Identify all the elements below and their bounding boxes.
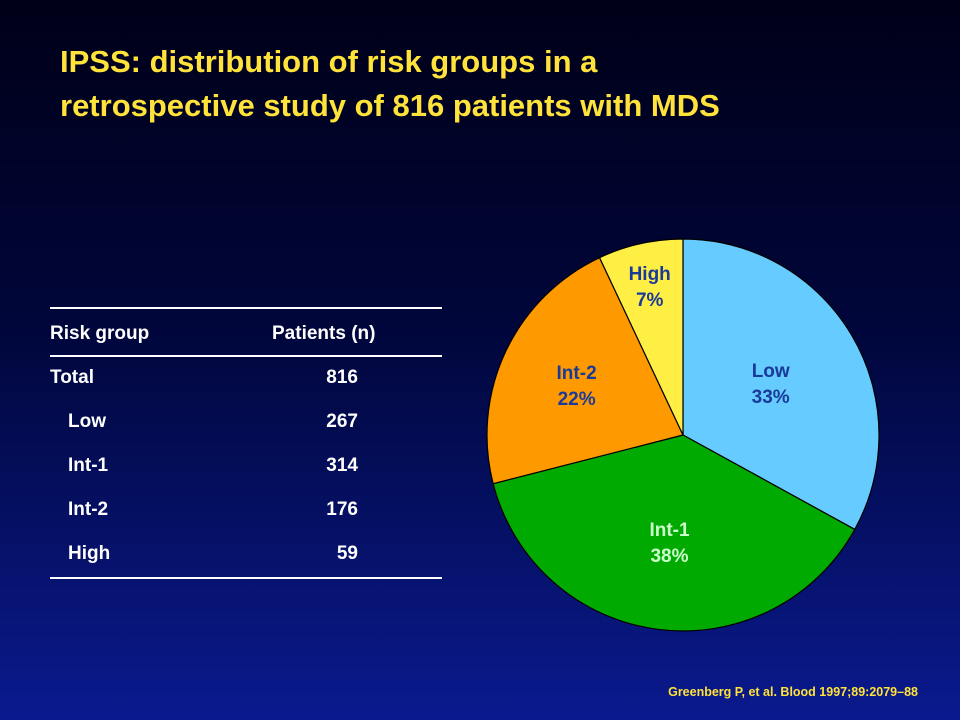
slide-title: IPSS: distribution of risk groups in a r… <box>60 40 920 128</box>
table-header-rule <box>50 355 442 357</box>
slice-label-low: Low <box>752 361 790 382</box>
title-line-2: retrospective study of 816 patients with… <box>60 88 720 123</box>
table-header-row: Risk group Patients (n) <box>50 309 442 355</box>
risk-group-pie-chart: Low 33% Int-1 38% Int-2 22% High 7% <box>486 238 880 632</box>
risk-group-table: Risk group Patients (n) Total 816 Low 26… <box>50 307 442 579</box>
table-row-int2: Int-2 176 <box>50 489 442 533</box>
slice-percent-high: 7% <box>636 290 664 311</box>
slice-percent-low: 33% <box>752 387 790 408</box>
table-bottom-rule <box>50 577 442 579</box>
table-row-high: High 59 <box>50 533 442 577</box>
row-value: 267 <box>326 411 358 432</box>
row-label: Total <box>50 367 94 388</box>
row-value: 816 <box>326 367 358 388</box>
row-label: Int-2 <box>68 499 109 520</box>
title-line-1: IPSS: distribution of risk groups in a <box>60 44 598 79</box>
row-label: Int-1 <box>68 455 109 476</box>
pie-slice-high <box>598 238 684 436</box>
table-row-int1: Int-1 314 <box>50 445 442 489</box>
slice-percent-int-2: 22% <box>558 389 596 410</box>
slice-label-high: High <box>629 264 671 285</box>
row-value: 59 <box>336 543 358 564</box>
pie-slice-int-2 <box>486 256 684 485</box>
pie-slice-low <box>682 238 880 531</box>
slice-percent-int-1: 38% <box>650 546 688 567</box>
row-label: High <box>68 543 111 564</box>
pie-slice-int-1 <box>492 434 856 632</box>
header-patients: Patients (n) <box>272 323 376 344</box>
table-row-low: Low 267 <box>50 401 442 445</box>
row-value: 314 <box>326 455 358 476</box>
table-row-total: Total 816 <box>50 357 442 401</box>
row-value: 176 <box>326 499 358 520</box>
slice-label-int-2: Int-2 <box>557 363 597 384</box>
citation: Greenberg P, et al. Blood 1997;89:2079–8… <box>668 685 918 699</box>
table-top-rule <box>50 307 442 309</box>
header-risk-group: Risk group <box>50 323 150 344</box>
slice-label-int-1: Int-1 <box>649 520 690 541</box>
row-label: Low <box>68 411 106 432</box>
